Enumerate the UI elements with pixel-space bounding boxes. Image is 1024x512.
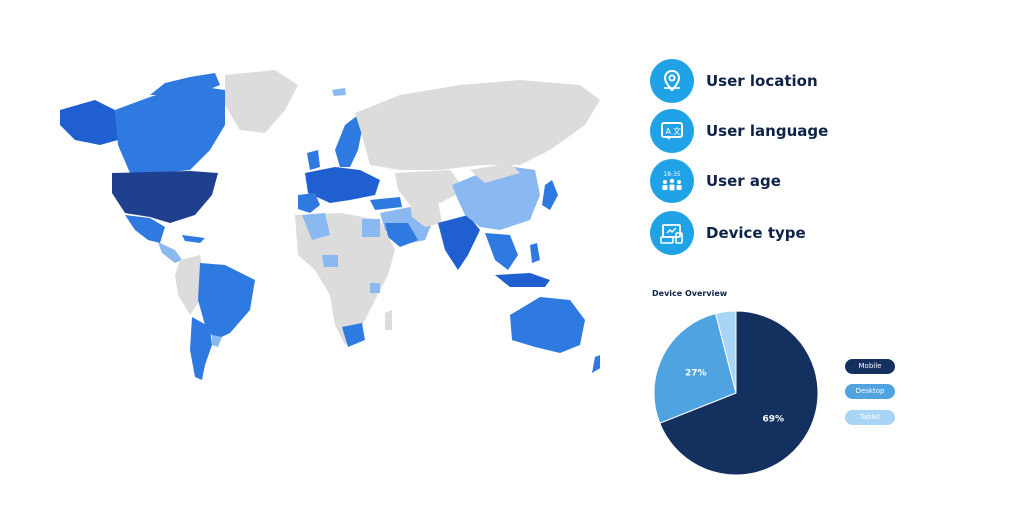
map-region-alaska <box>60 100 118 145</box>
map-region-turkey <box>370 197 402 210</box>
legend-item-tablet: Tablet <box>845 410 895 425</box>
map-region-new-zealand <box>592 355 600 373</box>
svg-text:文: 文 <box>673 126 681 136</box>
feature-user-location: User location <box>650 59 818 103</box>
map-region-western-europe <box>305 167 380 203</box>
map-region-africa <box>295 213 395 345</box>
map-region-japan <box>542 180 558 210</box>
age-range-text: 18-35 <box>663 171 681 178</box>
legend-item-mobile: Mobile <box>845 359 895 374</box>
map-region-south-america-northwest <box>175 255 205 315</box>
feature-label: User location <box>706 72 818 90</box>
pie-data-label-desktop: 27% <box>685 369 707 379</box>
map-pin-icon <box>650 59 694 103</box>
map-region-iceland <box>332 88 346 96</box>
map-region-north-africa <box>302 213 330 240</box>
map-region-south-africa <box>342 323 365 347</box>
map-region-russia <box>355 80 600 170</box>
feature-user-language: A 文 User language <box>650 109 828 153</box>
feature-user-age: 18-35 User age <box>650 159 781 203</box>
map-region-scandinavia <box>335 115 362 167</box>
map-region-argentina <box>190 317 212 380</box>
map-region-central-asia <box>395 170 465 205</box>
map-region-greenland <box>225 70 298 133</box>
map-region-iran <box>410 201 442 227</box>
map-region-egypt <box>362 219 380 237</box>
map-region-southeast-asia <box>485 233 518 270</box>
map-region-india <box>438 215 480 270</box>
map-region-mongolia <box>470 163 520 183</box>
age-group-icon: 18-35 <box>650 159 694 203</box>
map-region-usa <box>112 171 218 223</box>
map-region-uk <box>307 150 320 170</box>
pie-slice-mobile <box>659 310 819 476</box>
map-region-canada <box>115 85 225 173</box>
map-region-china <box>452 165 540 230</box>
map-region-indonesia <box>495 273 550 287</box>
map-region-nigeria <box>322 255 338 267</box>
map-region-arctic-islands <box>150 73 220 95</box>
world-map <box>60 70 600 380</box>
feature-label: User language <box>706 122 829 140</box>
devices-icon <box>650 211 694 255</box>
map-region-australia <box>510 297 585 353</box>
map-region-brazil <box>198 263 255 340</box>
legend-item-desktop: Desktop <box>845 384 895 399</box>
map-region-iberia <box>298 193 320 213</box>
pie-slice-tablet <box>714 310 737 394</box>
map-region-central-america <box>158 242 182 263</box>
feature-label: Device type <box>706 224 806 242</box>
map-region-mexico <box>125 215 165 243</box>
translate-icon: A 文 <box>650 109 694 153</box>
device-pie-chart: 69% 27% <box>653 310 819 476</box>
pie-data-label-mobile: 69% <box>763 414 785 424</box>
map-region-philippines <box>530 243 540 263</box>
map-region-madagascar <box>385 310 392 330</box>
feature-label: User age <box>706 172 781 190</box>
chart-title: Device Overview <box>652 289 728 298</box>
map-region-kenya <box>370 283 380 293</box>
map-region-uruguay <box>212 335 222 347</box>
feature-device-type: Device type <box>650 211 806 255</box>
svg-text:A: A <box>666 127 672 136</box>
map-region-caribbean <box>182 235 205 243</box>
pie-slice-desktop <box>653 312 737 424</box>
map-region-saudi-arabia <box>385 223 418 247</box>
